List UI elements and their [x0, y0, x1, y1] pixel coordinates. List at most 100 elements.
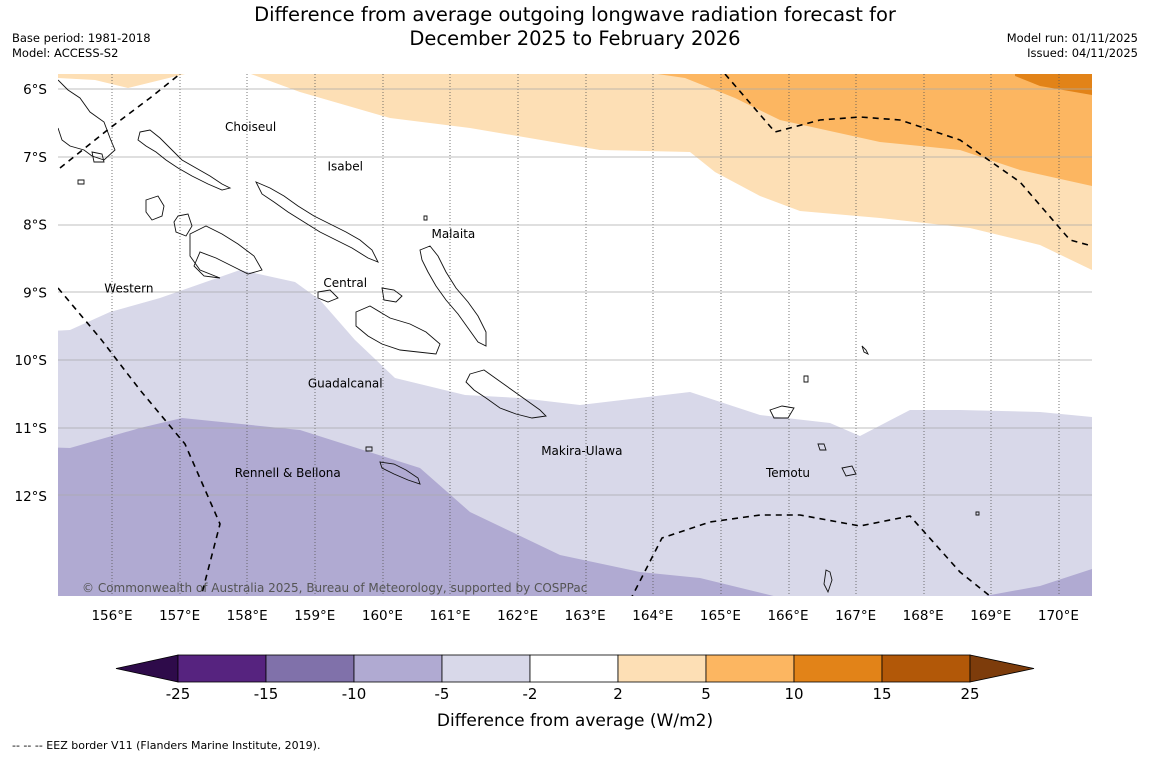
- colorbar-tick-label: 10: [784, 685, 803, 703]
- colorbar-over-arrow: [969, 654, 1035, 683]
- lon-tick-label: 163°E: [565, 608, 606, 624]
- island-utupua: [817, 443, 827, 451]
- colorbar-tick-label: -5: [435, 685, 450, 703]
- island-shortland: [91, 151, 105, 163]
- lon-tick-label: 164°E: [632, 608, 673, 624]
- colorbar-segment: [265, 654, 355, 683]
- eez-border-northwest: [59, 74, 181, 169]
- anomaly-10-15: [1015, 74, 1092, 95]
- colorbar-tick-label: -2: [523, 685, 538, 703]
- island-ontong-java: [423, 215, 428, 221]
- island-bellona: [365, 446, 373, 452]
- island-florida: [317, 289, 339, 303]
- region-label: Makira-Ulawa: [541, 444, 622, 458]
- title-line-1: Difference from average outgoing longwav…: [254, 3, 896, 26]
- island-anuta: [823, 569, 833, 594]
- island-bougainville: [58, 79, 116, 161]
- colorbar-segment: [881, 654, 971, 683]
- lat-tick-label: 8°S: [23, 218, 47, 234]
- colorbar-segment: [441, 654, 531, 683]
- lon-tick-label: 166°E: [767, 608, 808, 624]
- eez-legend-note: -- -- -- EEZ border V11 (Flanders Marine…: [12, 739, 321, 752]
- model-name: Model: ACCESS-S2: [12, 46, 119, 60]
- eez-border-south: [631, 514, 992, 596]
- eez-borders: [58, 74, 1092, 596]
- colorbar-segment: [793, 654, 883, 683]
- issued-date: Issued: 04/11/2025: [1027, 46, 1138, 60]
- map-plot-area: [58, 74, 1092, 596]
- island-sikaiana: [861, 345, 870, 356]
- island-santa-cruz: [769, 405, 795, 419]
- lon-tick-label: 162°E: [497, 608, 538, 624]
- lon-tick-label: 168°E: [903, 608, 944, 624]
- anomaly-minus10-minus5: [58, 418, 1092, 596]
- lat-tick-label: 11°S: [15, 421, 48, 437]
- island-makira: [465, 369, 547, 419]
- copyright-text: © Commonwealth of Australia 2025, Bureau…: [82, 581, 587, 595]
- island-outlines: [58, 79, 980, 594]
- region-label: Isabel: [327, 159, 362, 173]
- region-labels: Choiseul Isabel Malaita Western Central Guada…: [104, 120, 810, 480]
- eez-border-west: [58, 287, 221, 596]
- anomaly-5-10: [657, 74, 1092, 186]
- colorbar-tick-label: 5: [701, 685, 711, 703]
- colorbar-tick-label: 15: [872, 685, 891, 703]
- colorbar-segment: [617, 654, 707, 683]
- lon-tick-label: 159°E: [294, 608, 335, 624]
- region-label: Temotu: [765, 466, 810, 480]
- colorbar-tick-label: 2: [613, 685, 623, 703]
- meridian-lines: [111, 74, 1060, 596]
- lon-tick-label: 161°E: [429, 608, 470, 624]
- region-label: Western: [104, 281, 153, 295]
- model-run: Model run: 01/11/2025: [1006, 31, 1138, 45]
- colorbar-segment: [529, 654, 619, 683]
- lat-tick-label: 10°S: [15, 353, 48, 369]
- colorbar-title: Difference from average (W/m2): [437, 711, 713, 731]
- lon-tick-label: 158°E: [227, 608, 268, 624]
- lon-tick-label: 167°E: [835, 608, 876, 624]
- lat-tick-label: 12°S: [15, 489, 48, 505]
- lat-tick-label: 7°S: [23, 150, 47, 166]
- eez-border-northeast: [724, 74, 1092, 247]
- lon-tick-label: 160°E: [362, 608, 403, 624]
- colorbar-segment: [177, 654, 267, 683]
- region-label: Central: [323, 276, 367, 290]
- parallel-lines: [58, 88, 1092, 496]
- region-label: Malaita: [431, 227, 475, 241]
- colorbar-tick-label: -15: [254, 685, 279, 703]
- island-vanikoro: [841, 465, 857, 477]
- lon-tick-label: 169°E: [970, 608, 1011, 624]
- island-new-georgia: [189, 225, 263, 279]
- island-russell: [381, 287, 403, 303]
- colorbar-tick-label: 25: [960, 685, 979, 703]
- region-label: Rennell & Bellona: [235, 466, 341, 480]
- island-kolombangara: [173, 213, 193, 237]
- colorbar-segment: [353, 654, 443, 683]
- lon-tick-label: 170°E: [1038, 608, 1079, 624]
- island-rennell: [379, 461, 421, 485]
- lat-tick-label: 6°S: [23, 82, 47, 98]
- base-period: Base period: 1981-2018: [12, 31, 151, 45]
- colorbar: -25 -15 -10 -5 -2 2 5 10 15 25: [115, 654, 1035, 703]
- colorbar-tick-label: -25: [166, 685, 191, 703]
- chart-title: Difference from average outgoing longwav…: [0, 3, 1150, 51]
- lon-tick-label: 157°E: [159, 608, 200, 624]
- lon-tick-label: 156°E: [91, 608, 132, 624]
- colorbar-under-arrow: [115, 654, 179, 683]
- meta-left: Base period: 1981-2018 Model: ACCESS-S2: [12, 31, 151, 61]
- colorbar-tick-label: -10: [342, 685, 367, 703]
- island-treasury: [77, 179, 85, 185]
- island-isabel: [255, 181, 379, 263]
- island-vella: [145, 195, 165, 221]
- latitude-labels: 6°S 7°S 8°S 9°S 10°S 11°S 12°S: [15, 82, 48, 505]
- region-label: Guadalcanal: [308, 376, 383, 390]
- anomaly-2-5-west: [58, 74, 185, 88]
- colorbar-segment: [705, 654, 795, 683]
- island-malaita: [419, 245, 487, 347]
- lat-tick-label: 9°S: [23, 285, 47, 301]
- title-line-2: December 2025 to February 2026: [409, 27, 741, 50]
- lon-tick-label: 165°E: [700, 608, 741, 624]
- island-choiseul: [137, 129, 232, 191]
- island-guadalcanal: [355, 305, 441, 355]
